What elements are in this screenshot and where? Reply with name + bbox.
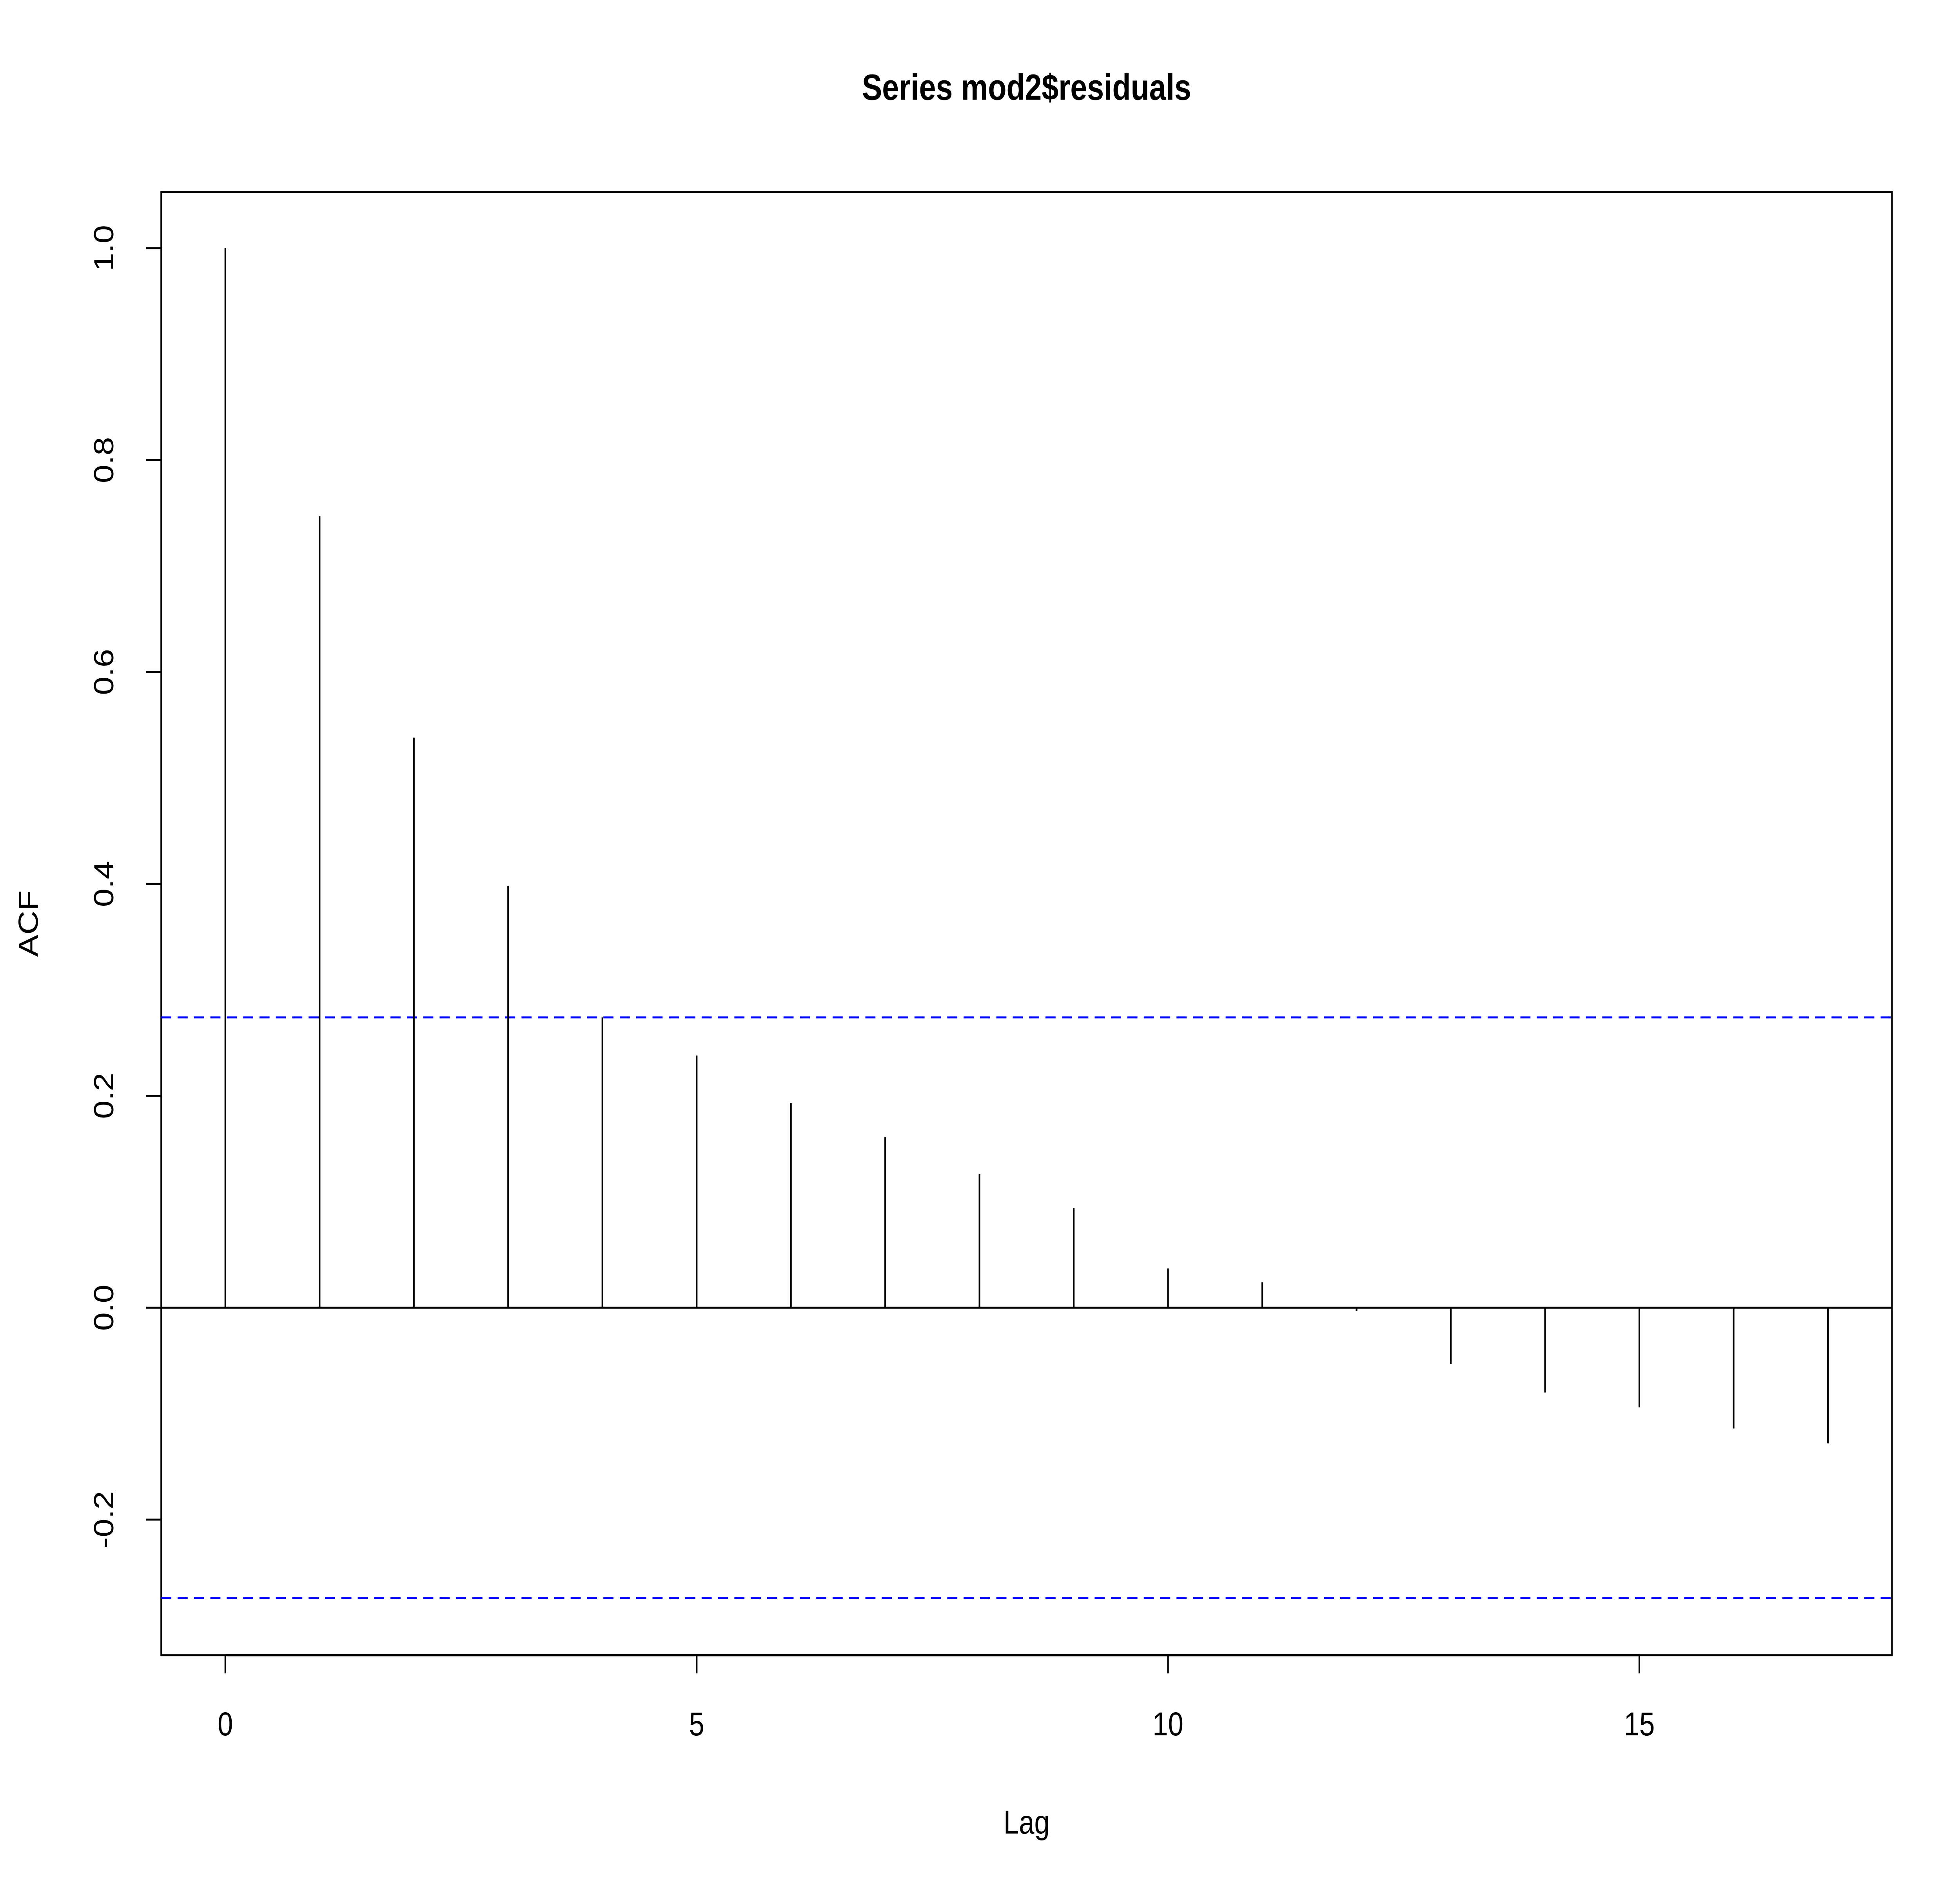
plot-frame bbox=[160, 191, 1893, 1657]
x-tick-label: 10 bbox=[1152, 1705, 1183, 1743]
y-tick-label: 0.2 bbox=[88, 1073, 120, 1119]
y-tick-label: 0.4 bbox=[88, 861, 120, 907]
y-tick-label: 0.6 bbox=[88, 649, 120, 695]
chart-marks: 0 5 10 15 -0.2 0.0 0.2 0.4 0.6 0.8 1.0 bbox=[88, 225, 1892, 1743]
x-tick-label: 0 bbox=[218, 1705, 233, 1743]
y-tick-label: 0.0 bbox=[88, 1284, 120, 1331]
x-axis-label: Lag bbox=[1004, 1803, 1050, 1841]
y-tick-label: 1.0 bbox=[88, 225, 120, 271]
y-tick-label: -0.2 bbox=[88, 1491, 120, 1548]
y-tick-label: 0.8 bbox=[88, 437, 120, 483]
chart-title: Series mod2$residuals bbox=[862, 67, 1191, 108]
x-tick-label: 5 bbox=[689, 1705, 704, 1743]
x-tick-label: 15 bbox=[1624, 1705, 1655, 1743]
y-axis-label: ACF bbox=[13, 890, 44, 957]
